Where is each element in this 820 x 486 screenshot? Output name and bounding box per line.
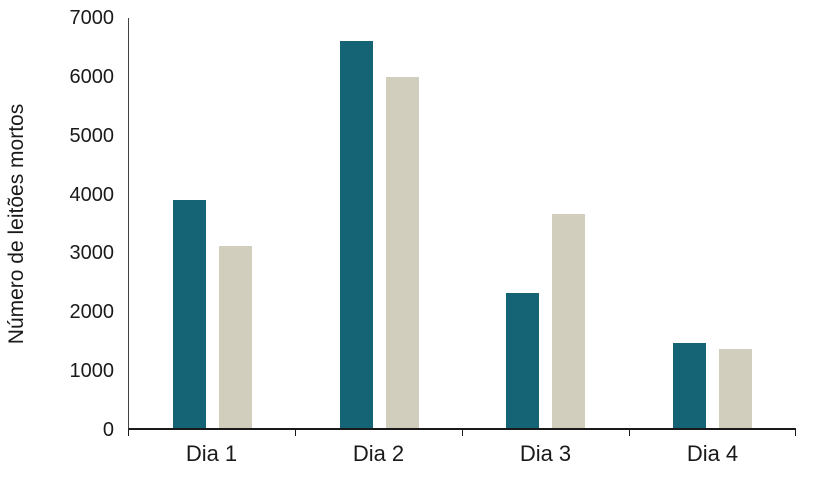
- y-tick-label: 6000: [69, 65, 115, 88]
- y-tick-label: 7000: [69, 7, 115, 29]
- x-tick-label: Dia 3: [519, 441, 572, 466]
- bar-series-2: [385, 76, 419, 428]
- x-tickmark: [795, 430, 796, 436]
- y-axis-ticks: 0 1000 2000 3000 4000 5000 6000 7000: [38, 8, 115, 440]
- bar-group: [463, 18, 630, 428]
- x-tick-label: Dia 1: [185, 441, 238, 466]
- bar-series-1: [506, 293, 540, 428]
- bar-series-2: [218, 246, 252, 428]
- y-tick-label: 1000: [69, 360, 115, 383]
- y-tick-label: 5000: [69, 124, 115, 147]
- x-tickmark: [128, 430, 129, 436]
- bar-group: [129, 18, 296, 428]
- x-tickmark: [295, 430, 296, 436]
- bar-series-2: [552, 214, 586, 428]
- bar-series-1: [673, 343, 707, 428]
- x-tick-label: Dia 4: [686, 441, 739, 466]
- bar-series-1: [172, 199, 206, 428]
- y-tick-label: 0: [102, 419, 114, 441]
- x-tickmark: [462, 430, 463, 436]
- bar-series-2: [719, 348, 753, 428]
- bar-series-1: [339, 41, 373, 428]
- y-tick-label: 4000: [69, 183, 115, 206]
- x-tick-label: Dia 2: [352, 441, 405, 466]
- y-axis-title: Número de leitões mortos: [0, 18, 34, 430]
- x-axis-labels: Dia 1 Dia 2 Dia 3 Dia 4: [128, 441, 796, 467]
- y-tick-label: 3000: [69, 242, 115, 265]
- plot-area: [128, 18, 796, 430]
- bar-group: [296, 18, 463, 428]
- y-tick-label: 2000: [69, 301, 115, 324]
- bar-group: [629, 18, 796, 428]
- y-axis-title-text: Número de leitões mortos: [5, 103, 28, 345]
- x-axis-tickmarks: [128, 430, 796, 436]
- x-tickmark: [629, 430, 630, 436]
